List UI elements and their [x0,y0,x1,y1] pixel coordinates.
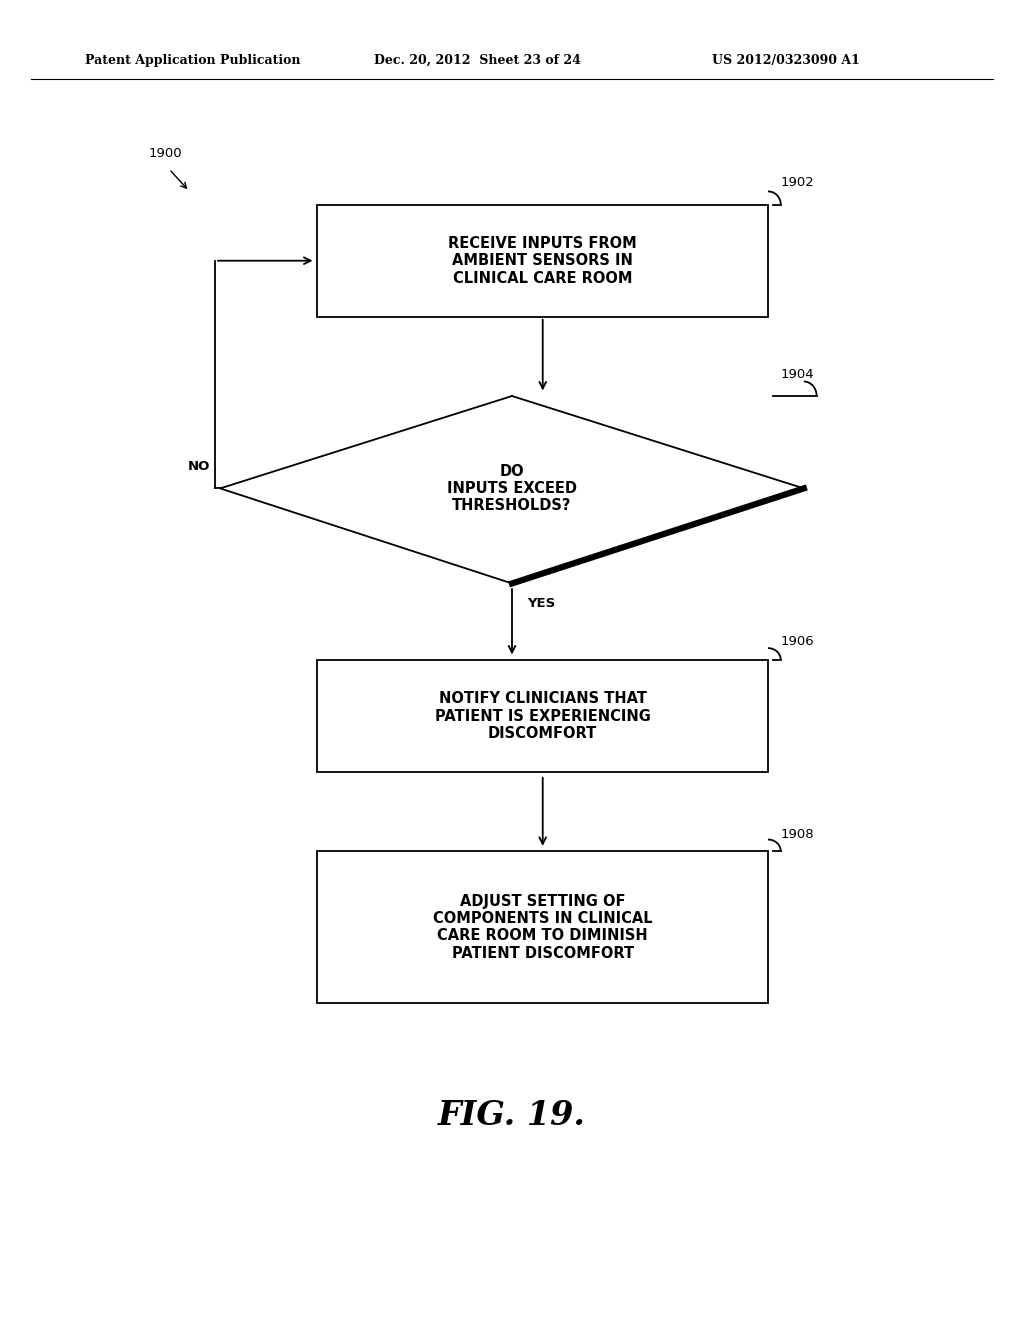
Text: NO: NO [187,459,210,473]
Text: 1900: 1900 [148,147,182,160]
Bar [317,660,768,772]
Text: Patent Application Publication: Patent Application Publication [85,54,300,67]
Text: NOTIFY CLINICIANS THAT
PATIENT IS EXPERIENCING
DISCOMFORT: NOTIFY CLINICIANS THAT PATIENT IS EXPERI… [435,692,650,741]
Text: RECEIVE INPUTS FROM
AMBIENT SENSORS IN
CLINICAL CARE ROOM: RECEIVE INPUTS FROM AMBIENT SENSORS IN C… [449,236,637,285]
Text: YES: YES [527,597,556,610]
Text: DO
INPUTS EXCEED
THRESHOLDS?: DO INPUTS EXCEED THRESHOLDS? [447,463,577,513]
Bar [317,205,768,317]
Text: US 2012/0323090 A1: US 2012/0323090 A1 [712,54,859,67]
Text: FIG. 19.: FIG. 19. [438,1098,586,1133]
Text: 1904: 1904 [780,368,814,381]
Text: ADJUST SETTING OF
COMPONENTS IN CLINICAL
CARE ROOM TO DIMINISH
PATIENT DISCOMFOR: ADJUST SETTING OF COMPONENTS IN CLINICAL… [433,894,652,961]
Text: 1902: 1902 [780,176,814,189]
Text: 1908: 1908 [780,828,814,841]
Bar [317,851,768,1003]
Text: Dec. 20, 2012  Sheet 23 of 24: Dec. 20, 2012 Sheet 23 of 24 [374,54,581,67]
Text: 1906: 1906 [780,635,814,648]
